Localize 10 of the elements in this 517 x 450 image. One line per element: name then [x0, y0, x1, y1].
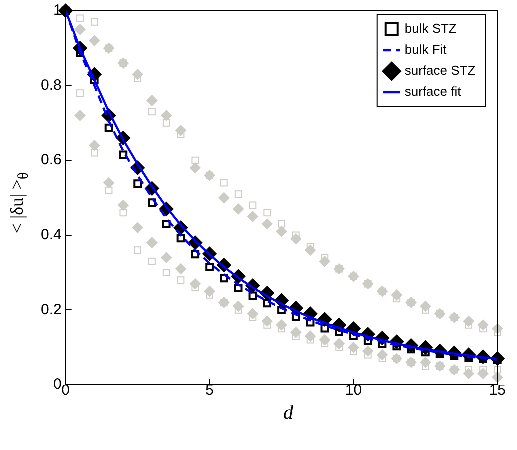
y-tick-label: 1 — [54, 2, 62, 20]
legend-label: bulk Fit — [404, 42, 448, 58]
y-tick-label: 0.4 — [40, 226, 62, 244]
y-tick-label: 0.8 — [40, 76, 62, 94]
y-tick-label: 0.6 — [40, 152, 62, 169]
legend-label: surface fit — [404, 84, 462, 100]
legend-label: surface STZ — [404, 63, 476, 78]
y-tick-label: 0.2 — [40, 301, 62, 318]
legend-label: bulk STZ — [404, 21, 457, 36]
x-axis-title: d — [282, 402, 294, 425]
